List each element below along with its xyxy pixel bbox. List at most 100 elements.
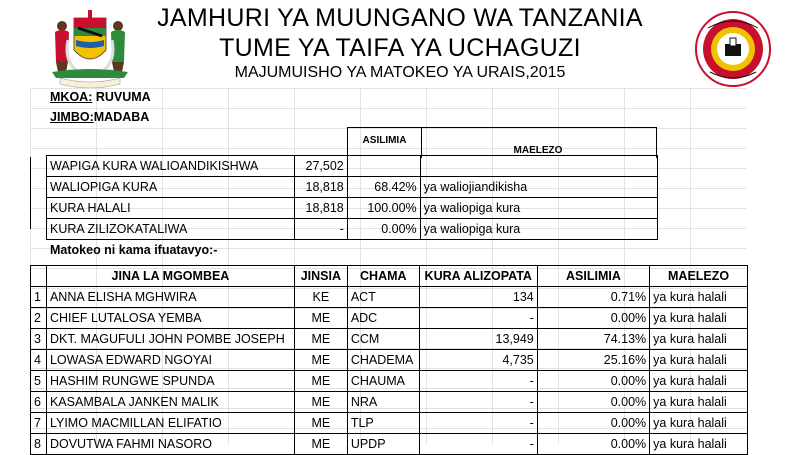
- candidate-party: UPDP: [346, 433, 420, 455]
- summary-row: WAPIGA KURA WALIOANDIKISHWA 27,502: [46, 155, 659, 177]
- candidate-name: LYIMO MACMILLAN ELIFATIO: [45, 412, 295, 434]
- candidate-no: 6: [30, 391, 47, 413]
- candidate-percent: 0.71%: [536, 286, 651, 308]
- candidate-no: 3: [30, 328, 47, 350]
- header-gender: JINSIA: [293, 265, 348, 287]
- summary-row: WALIOPIGA KURA 18,818 68.42% ya waliojiandi…: [46, 176, 659, 198]
- candidate-note: ya kura halali: [649, 370, 748, 392]
- candidate-row: 1 ANNA ELISHA MGHWIRA KE ACT 134 0.71% ya kura…: [30, 286, 748, 308]
- candidate-party: CHAUMA: [346, 370, 420, 392]
- candidate-name: DKT. MAGUFULI JOHN POMBE JOSEPH: [45, 328, 295, 350]
- summary-value: 27,502: [293, 155, 348, 177]
- summary-header-asilimia: ASILIMIA: [347, 127, 422, 158]
- summary-value: -: [293, 218, 348, 240]
- candidate-gender: ME: [293, 370, 348, 392]
- candidate-note: ya kura halali: [649, 307, 748, 329]
- summary-row: KURA ZILIZOKATALIWA -0.00% ya waliopiga ku…: [46, 218, 659, 240]
- header-no: [30, 265, 47, 287]
- candidate-gender: ME: [293, 391, 348, 413]
- candidate-no: 1: [30, 286, 47, 308]
- nec-seal-logo: [695, 11, 771, 87]
- candidate-row: 4 LOWASA EDWARD NGOYAI ME CHADEMA 4,735 25.16…: [30, 349, 748, 371]
- candidate-no: 2: [30, 307, 47, 329]
- candidate-party: TLP: [346, 412, 420, 434]
- candidate-votes: -: [418, 370, 538, 392]
- candidate-percent: 0.00%: [536, 391, 651, 413]
- candidate-row: 6 KASAMBALA JANKEN MALIK ME NRA -0.00% ya kur…: [30, 391, 748, 413]
- summary-note: [419, 155, 659, 177]
- candidate-gender: ME: [293, 412, 348, 434]
- summary-label: KURA ZILIZOKATALIWA: [46, 218, 295, 240]
- header-party: CHAMA: [346, 265, 420, 287]
- candidate-votes: -: [418, 391, 538, 413]
- jimbo-label: JIMBO:: [50, 110, 94, 124]
- summary-header-maelezo: MAELEZO: [420, 127, 657, 158]
- candidate-no: 8: [30, 433, 47, 455]
- summary-percent: 0.00%: [347, 218, 421, 240]
- results-table: JINA LA MGOMBEA JINSIA CHAMA KURA ALIZOP…: [30, 265, 748, 455]
- candidate-percent: 0.00%: [536, 370, 651, 392]
- title-report: MAJUMUISHO YA MATOKEO YA URAIS,2015: [234, 64, 566, 81]
- candidate-name: KASAMBALA JANKEN MALIK: [45, 391, 295, 413]
- candidate-gender: KE: [293, 286, 348, 308]
- candidate-no: 5: [30, 370, 47, 392]
- candidate-votes: -: [418, 433, 538, 455]
- candidate-no: 7: [30, 412, 47, 434]
- candidate-votes: 13,949: [418, 328, 538, 350]
- summary-note: ya waliopiga kura: [419, 197, 659, 219]
- header-percent: ASILIMIA: [536, 265, 651, 287]
- candidate-percent: 0.00%: [536, 412, 651, 434]
- candidate-row: 8 DOVUTWA FAHMI NASORO ME UPDP -0.00% ya kura…: [30, 433, 748, 455]
- candidate-note: ya kura halali: [649, 349, 748, 371]
- summary-row: KURA HALALI 18,818 100.00% ya waliopiga kur…: [46, 197, 659, 219]
- summary-value: 18,818: [293, 176, 348, 198]
- candidate-gender: ME: [293, 433, 348, 455]
- candidate-name: ANNA ELISHA MGHWIRA: [45, 286, 295, 308]
- jimbo-value: MADABA: [93, 110, 150, 124]
- summary-note: ya waliojiandikisha: [419, 176, 659, 198]
- summary-percent: 68.42%: [347, 176, 421, 198]
- title-commission: TUME YA TAIFA YA UCHAGUZI: [219, 34, 581, 62]
- candidate-note: ya kura halali: [649, 391, 748, 413]
- candidate-percent: 25.16%: [536, 349, 651, 371]
- candidate-party: ADC: [346, 307, 420, 329]
- candidate-name: CHIEF LUTALOSA YEMBA: [45, 307, 295, 329]
- candidate-votes: -: [418, 307, 538, 329]
- summary-note: ya waliopiga kura: [419, 218, 659, 240]
- candidate-note: ya kura halali: [649, 328, 748, 350]
- jimbo-row: JIMBO:MADABA: [50, 110, 149, 124]
- candidate-percent: 74.13%: [536, 328, 651, 350]
- candidate-votes: -: [418, 412, 538, 434]
- summary-value: 18,818: [293, 197, 348, 219]
- candidate-note: ya kura halali: [649, 412, 748, 434]
- candidate-row: 2 CHIEF LUTALOSA YEMBA ME ADC -0.00% ya kura …: [30, 307, 748, 329]
- summary-table: WAPIGA KURA WALIOANDIKISHWA 27,502 WALIOPI…: [46, 155, 659, 240]
- results-intro: Matokeo ni kama ifuatavyo:-: [50, 243, 218, 257]
- mkoa-label: MKOA:: [50, 90, 93, 104]
- candidate-gender: ME: [293, 328, 348, 350]
- summary-label: WAPIGA KURA WALIOANDIKISHWA: [46, 155, 295, 177]
- candidate-name: HASHIM RUNGWE SPUNDA: [45, 370, 295, 392]
- summary-left-margin: [30, 157, 47, 229]
- candidate-party: ACT: [346, 286, 420, 308]
- candidate-gender: ME: [293, 349, 348, 371]
- candidate-row: 5 HASHIM RUNGWE SPUNDA ME CHAUMA -0.00% ya ku…: [30, 370, 748, 392]
- candidate-name: DOVUTWA FAHMI NASORO: [45, 433, 295, 455]
- candidate-percent: 0.00%: [536, 433, 651, 455]
- candidate-name: LOWASA EDWARD NGOYAI: [45, 349, 295, 371]
- results-header-row: JINA LA MGOMBEA JINSIA CHAMA KURA ALIZOP…: [30, 265, 748, 287]
- header-note: MAELEZO: [649, 265, 748, 287]
- header-votes: KURA ALIZOPATA: [418, 265, 538, 287]
- candidate-party: CCM: [346, 328, 420, 350]
- candidate-percent: 0.00%: [536, 307, 651, 329]
- candidate-note: ya kura halali: [649, 433, 748, 455]
- coat-of-arms-emblem: [52, 10, 128, 89]
- header-name: JINA LA MGOMBEA: [45, 265, 295, 287]
- title-country: JAMHURI YA MUUNGANO WA TANZANIA: [157, 4, 643, 32]
- candidate-votes: 134: [418, 286, 538, 308]
- summary-percent: [347, 155, 421, 177]
- candidate-no: 4: [30, 349, 47, 371]
- candidate-row: 3 DKT. MAGUFULI JOHN POMBE JOSEPH ME CCM 13,…: [30, 328, 748, 350]
- candidate-row: 7 LYIMO MACMILLAN ELIFATIO ME TLP -0.00% ya k…: [30, 412, 748, 434]
- candidate-party: CHADEMA: [346, 349, 420, 371]
